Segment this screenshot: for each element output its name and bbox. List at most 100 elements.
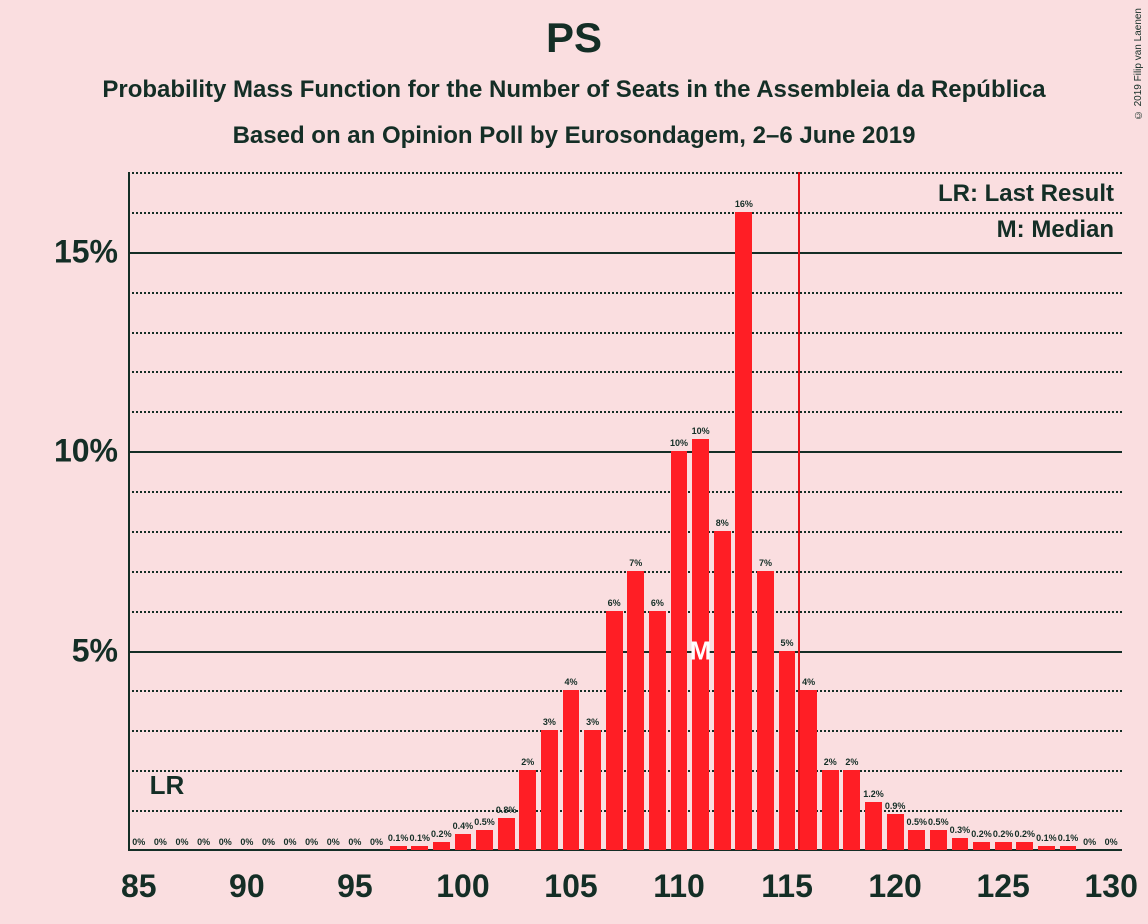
bar: [995, 842, 1012, 850]
bar-value-label: 1.2%: [863, 789, 884, 799]
bar: [476, 830, 493, 850]
bar: [519, 770, 536, 850]
bar-value-label: 4%: [802, 677, 815, 687]
bar-value-label: 0%: [176, 837, 189, 847]
bar-value-label: 0.5%: [906, 817, 927, 827]
bar-value-label: 0.1%: [388, 833, 409, 843]
bar: [390, 846, 407, 850]
bar-value-label: 0.2%: [431, 829, 452, 839]
bar-value-label: 0%: [284, 837, 297, 847]
y-axis-tick-label: 10%: [28, 433, 118, 470]
bar-value-label: 0%: [348, 837, 361, 847]
plot-area: 0%0%0%0%0%0%0%0%0%0%0%0%0.1%0.1%0.2%0.4%…: [128, 172, 1122, 850]
bar-value-label: 0%: [1083, 837, 1096, 847]
bar-value-label: 7%: [759, 558, 772, 568]
bar-value-label: 0%: [154, 837, 167, 847]
bar: [930, 830, 947, 850]
bar-value-label: 6%: [651, 598, 664, 608]
gridline-minor: [128, 332, 1122, 334]
x-axis-tick-label: 95: [337, 868, 373, 905]
gridline-minor: [128, 411, 1122, 413]
bar-value-label: 0.1%: [409, 833, 430, 843]
gridline-minor: [128, 730, 1122, 732]
bar-value-label: 0%: [132, 837, 145, 847]
bar: [822, 770, 839, 850]
chart-container: © 2019 Filip van Laenen PS Probability M…: [0, 0, 1148, 924]
median-marker: M: [690, 635, 712, 666]
gridline-minor: [128, 690, 1122, 692]
bar-value-label: 0.9%: [885, 801, 906, 811]
y-axis-tick-label: 15%: [28, 233, 118, 270]
x-axis-tick-label: 125: [976, 868, 1029, 905]
bar: [887, 814, 904, 850]
bar: [952, 838, 969, 850]
bar-value-label: 0.1%: [1058, 833, 1079, 843]
gridline-minor: [128, 292, 1122, 294]
bar-value-label: 0%: [305, 837, 318, 847]
gridline-minor: [128, 172, 1122, 174]
bar-value-label: 10%: [692, 426, 710, 436]
bar-value-label: 0.3%: [950, 825, 971, 835]
chart-title: PS: [0, 14, 1148, 62]
bar: [735, 212, 752, 850]
gridline-major: [128, 451, 1122, 453]
bar-value-label: 0%: [197, 837, 210, 847]
bar-value-label: 0%: [370, 837, 383, 847]
gridline-minor: [128, 371, 1122, 373]
chart-subtitle-2: Based on an Opinion Poll by Eurosondagem…: [0, 122, 1148, 150]
y-axis-tick-label: 5%: [28, 632, 118, 669]
bar: [865, 802, 882, 850]
bar: [671, 451, 688, 850]
bar: [563, 690, 580, 850]
gridline-minor: [128, 770, 1122, 772]
bar: [843, 770, 860, 850]
bar: [606, 611, 623, 850]
legend-median: M: Median: [997, 216, 1114, 244]
x-axis-tick-label: 105: [544, 868, 597, 905]
bar-value-label: 0.5%: [928, 817, 949, 827]
bar-value-label: 0.2%: [1014, 829, 1035, 839]
bar-value-label: 0%: [1105, 837, 1118, 847]
bar: [541, 730, 558, 850]
x-axis-tick-label: 100: [436, 868, 489, 905]
bar-value-label: 16%: [735, 199, 753, 209]
bar: [779, 651, 796, 850]
bar-value-label: 4%: [564, 677, 577, 687]
bar: [1038, 846, 1055, 850]
bar: [455, 834, 472, 850]
x-axis-tick-label: 110: [653, 868, 705, 905]
bar-value-label: 10%: [670, 438, 688, 448]
bar-value-label: 0.5%: [474, 817, 495, 827]
bar-value-label: 0.2%: [993, 829, 1014, 839]
bar-value-label: 0%: [219, 837, 232, 847]
bar: [973, 842, 990, 850]
bar-value-label: 5%: [781, 638, 794, 648]
bar-value-label: 0.4%: [453, 821, 474, 831]
legend-last-result: LR: Last Result: [938, 180, 1114, 208]
bar-value-label: 8%: [716, 518, 729, 528]
gridline-major: [128, 651, 1122, 653]
bar-value-label: 2%: [824, 757, 837, 767]
bar: [411, 846, 428, 850]
bar-value-label: 2%: [845, 757, 858, 767]
bar: [757, 571, 774, 850]
bar: [908, 830, 925, 850]
gridline-minor: [128, 212, 1122, 214]
bar: [433, 842, 450, 850]
bar-value-label: 0.1%: [1036, 833, 1057, 843]
bar: [584, 730, 601, 850]
bar: [800, 690, 817, 850]
bar: [714, 531, 731, 850]
bar-value-label: 3%: [543, 717, 556, 727]
x-axis-tick-label: 90: [229, 868, 265, 905]
gridline-minor: [128, 491, 1122, 493]
gridline-minor: [128, 810, 1122, 812]
bar: [498, 818, 515, 850]
gridline-major: [128, 252, 1122, 254]
bar-value-label: 2%: [521, 757, 534, 767]
bar: [1016, 842, 1033, 850]
gridline-minor: [128, 571, 1122, 573]
last-result-annotation: LR: [150, 770, 185, 801]
bar: [649, 611, 666, 850]
bar-value-label: 7%: [629, 558, 642, 568]
